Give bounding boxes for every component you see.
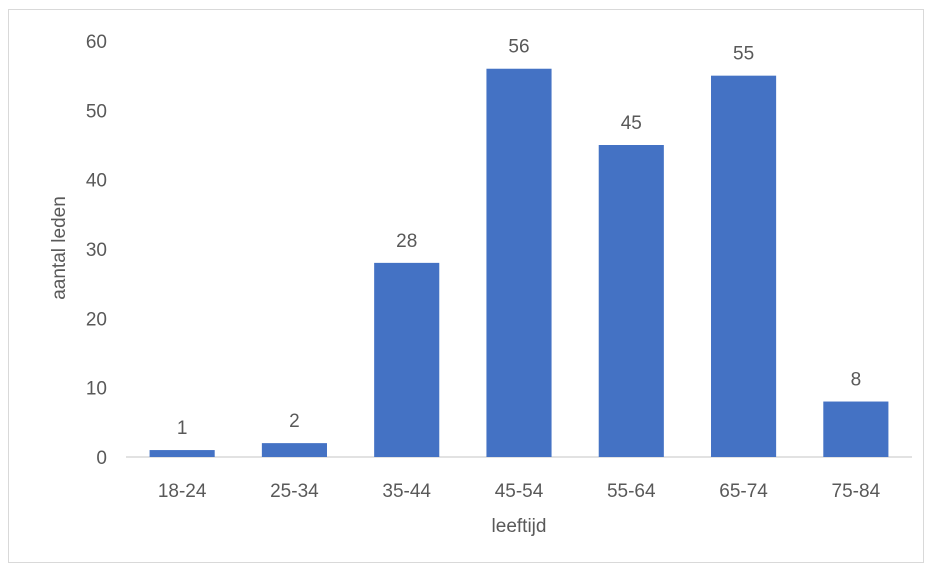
x-tick-label-65-74: 65-74 [719, 481, 768, 502]
bar-25-34 [261, 443, 327, 457]
x-tick-label-18-24: 18-24 [158, 481, 207, 502]
data-label-35-44: 28 [396, 231, 417, 252]
x-axis-ticks: 18-24 25-34 35-44 45-54 55-64 65-74 75-84 [158, 481, 881, 502]
data-label-25-34: 2 [289, 411, 300, 432]
data-label-45-54: 56 [508, 37, 529, 58]
bar-65-74 [711, 75, 777, 458]
y-tick-label: 30 [86, 240, 107, 261]
bar-55-64 [598, 145, 664, 457]
data-label-75-84: 8 [851, 370, 862, 391]
x-tick-label-35-44: 35-44 [382, 481, 431, 502]
x-tick-label-25-34: 25-34 [270, 481, 319, 502]
bar-18-24 [149, 450, 215, 457]
bars [149, 68, 889, 458]
data-label-18-24: 1 [177, 418, 188, 439]
data-label-55-64: 45 [621, 113, 642, 134]
x-tick-label-45-54: 45-54 [495, 481, 544, 502]
x-tick-label-75-84: 75-84 [832, 481, 881, 502]
data-label-65-74: 55 [733, 44, 754, 65]
data-labels: 1 2 28 56 45 55 8 [177, 37, 861, 439]
y-tick-label: 0 [96, 448, 107, 469]
x-axis-title: leeftijd [492, 516, 547, 537]
y-tick-label: 50 [86, 101, 107, 122]
y-tick-label: 40 [86, 171, 107, 192]
y-axis-ticks: 0 10 20 30 40 50 60 [86, 32, 107, 469]
y-tick-label: 20 [86, 309, 107, 330]
y-axis-title: aantal leden [49, 196, 70, 300]
bar-45-54 [486, 68, 552, 457]
y-tick-label: 10 [86, 379, 107, 400]
bar-35-44 [374, 262, 440, 457]
bar-75-84 [823, 401, 889, 457]
y-tick-label: 60 [86, 32, 107, 53]
x-tick-label-55-64: 55-64 [607, 481, 656, 502]
